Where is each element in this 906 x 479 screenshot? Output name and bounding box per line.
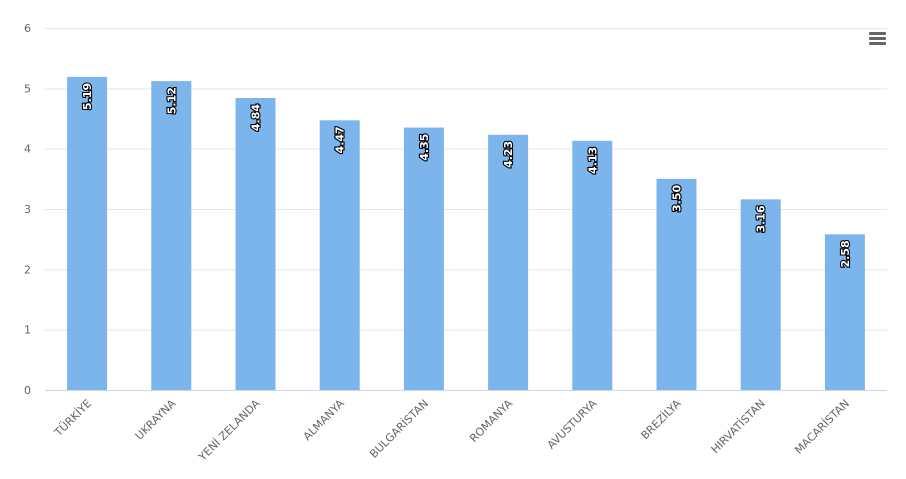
x-axis: TÜRKİYE UKRAYNA YENİ ZELANDA ALMANYA BULGARİ… <box>51 397 852 465</box>
bar[interactable] <box>572 140 613 390</box>
bar[interactable] <box>151 81 192 391</box>
chart-menu-button[interactable] <box>866 30 888 48</box>
x-tick-label: ROMANYA <box>467 397 515 445</box>
data-label: 2.58 <box>839 240 852 267</box>
y-tick-label: 4 <box>24 143 31 156</box>
x-tick-label: BREZİLYA <box>638 397 684 443</box>
bar[interactable] <box>488 134 529 390</box>
x-tick-label: AVUSTURYA <box>545 397 600 452</box>
data-label: 4.47 <box>334 126 347 153</box>
bar[interactable] <box>656 178 697 390</box>
bar[interactable] <box>235 97 276 390</box>
data-label: 3.16 <box>755 205 768 232</box>
bar[interactable] <box>403 127 444 391</box>
y-tick-label: 2 <box>24 263 31 276</box>
bar[interactable] <box>740 199 781 390</box>
data-label: 4.84 <box>250 104 263 131</box>
data-label: 4.23 <box>502 141 515 168</box>
y-axis: 0 1 2 3 4 5 6 <box>24 22 31 397</box>
data-label: 3.50 <box>671 184 684 211</box>
x-tick-label: MACARİSTAN <box>792 397 852 457</box>
hamburger-menu-icon <box>869 32 886 35</box>
y-tick-label: 6 <box>24 22 31 35</box>
data-label: 5.19 <box>81 83 94 110</box>
x-tick-label: HIRVATİSTAN <box>709 397 768 456</box>
y-tick-label: 3 <box>24 203 31 216</box>
data-label: 4.13 <box>586 147 599 174</box>
hamburger-menu-icon-line <box>869 42 886 45</box>
x-tick-label: TÜRKİYE <box>51 397 94 440</box>
y-tick-label: 1 <box>24 324 31 337</box>
x-tick-label: BULGARİSTAN <box>367 397 431 461</box>
data-label: 4.35 <box>418 134 431 161</box>
x-tick-label: UKRAYNA <box>133 397 179 443</box>
y-tick-label: 5 <box>24 82 31 95</box>
hamburger-menu-icon-line <box>869 37 886 40</box>
x-tick-label: ALMANYA <box>301 397 348 444</box>
data-labels: 5.19 5.12 4.84 4.47 4.35 4.23 4.13 3.50 3.16 2.58 <box>80 82 853 269</box>
bar[interactable] <box>67 76 108 391</box>
x-tick-label: YENİ ZELANDA <box>195 397 263 465</box>
bar[interactable] <box>319 120 360 390</box>
bars <box>67 76 865 391</box>
bar[interactable] <box>824 234 865 390</box>
data-label: 5.12 <box>165 87 178 114</box>
y-tick-label: 0 <box>24 384 31 397</box>
